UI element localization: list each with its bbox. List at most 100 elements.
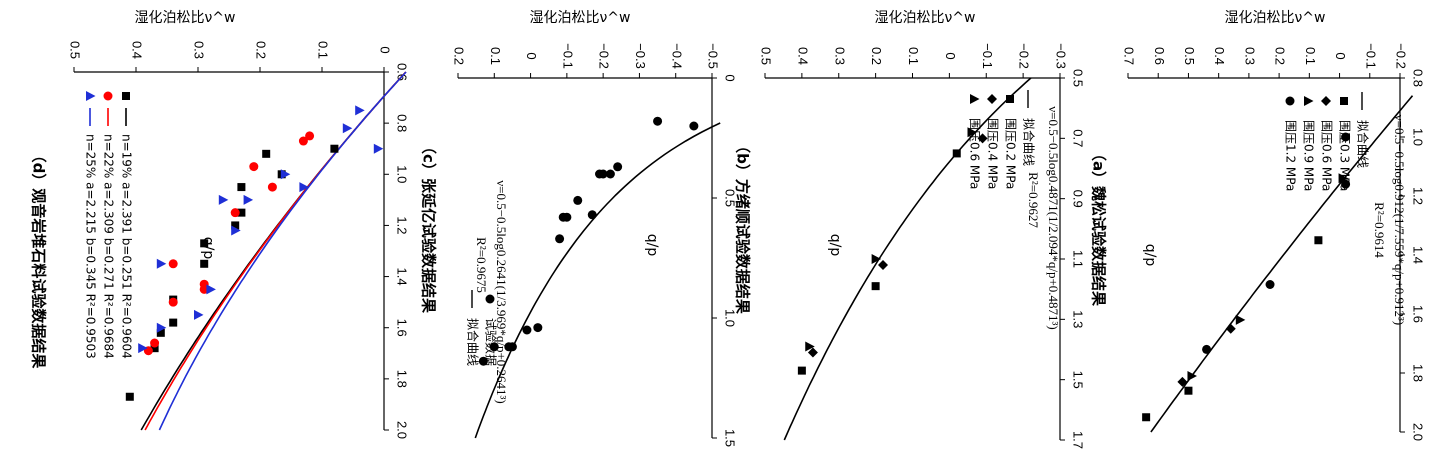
- y-tick-label: 0.3: [832, 47, 847, 65]
- data-point-triangle: [138, 343, 148, 354]
- data-point-triangle: [243, 194, 254, 205]
- y-tick-label: −0.3: [1054, 43, 1069, 69]
- data-point-circle: [613, 162, 623, 172]
- legend-label: 拟合曲线: [1356, 120, 1371, 168]
- x-tick-label: 0.7: [1071, 129, 1086, 147]
- data-point-square: [125, 392, 134, 401]
- fit-curve: [474, 122, 721, 439]
- x-tick-label: 0.8: [395, 114, 410, 132]
- x-axis-label: q/p: [1142, 244, 1158, 267]
- data-point-triangle: [871, 254, 882, 264]
- legend-label: 试验数据: [484, 318, 499, 366]
- data-point-circle: [150, 338, 160, 348]
- y-tick-label: 0.4: [795, 47, 810, 65]
- data-point-circle: [605, 169, 615, 179]
- legend-marker: [485, 294, 495, 304]
- data-point-triangle: [156, 258, 167, 269]
- fit-equation: ν=0.5−0.5log0.912(1/7.559*q/p+0.912³): [1392, 115, 1407, 326]
- x-tick-label: 0.9: [1071, 190, 1086, 208]
- data-point-circle: [478, 356, 488, 366]
- y-tick-label: 0.2: [1273, 47, 1288, 65]
- legend-label: 围压0.6 MPa: [968, 118, 982, 189]
- r-squared: R²=0.9614: [1372, 202, 1387, 258]
- y-tick-label: 0.1: [488, 47, 503, 65]
- data-point-circle: [249, 162, 259, 172]
- data-point-circle: [230, 208, 240, 218]
- y-tick-label: 0.6: [1152, 47, 1167, 65]
- data-point-circle: [595, 169, 605, 179]
- x-tick-label: 1.0: [723, 309, 738, 327]
- legend-marker: [1340, 97, 1348, 105]
- fit-equation: ν=0.5−0.5log0.4871(1/2.094*q/p+0.4871³): [1046, 106, 1061, 330]
- data-point-circle: [305, 131, 315, 141]
- fit-equation: ν=0.5−0.5log0.2641(1/3.969*q/p+0.2641³): [494, 180, 509, 404]
- y-tick-label: 0.3: [1242, 47, 1257, 65]
- legend-label: 围压0.4 MPa: [986, 118, 1000, 189]
- data-point-triangle: [206, 284, 216, 295]
- data-point-triangle: [280, 169, 291, 180]
- y-tick-label: 0.4: [1212, 47, 1227, 65]
- data-point-square: [237, 183, 246, 192]
- data-point-diamond: [807, 347, 818, 358]
- data-point-circle: [522, 325, 532, 335]
- legend-label: 围压0.9 MPa: [1302, 120, 1316, 191]
- data-point-square: [262, 149, 271, 158]
- x-tick-label: 0.5: [723, 189, 738, 207]
- legend-label: 拟合曲线: [1022, 118, 1037, 166]
- x-tick-label: 0.8: [1411, 69, 1426, 87]
- data-point-square: [952, 149, 961, 158]
- x-tick-label: 1.8: [1411, 364, 1426, 382]
- x-tick-label: 1.6: [395, 319, 410, 337]
- data-point-circle: [1341, 132, 1351, 142]
- x-tick-label: 1.2: [1411, 187, 1426, 205]
- panel-caption: （d）观音岩堆石料试验数据结果: [30, 148, 48, 370]
- y-tick-label: 0.1: [906, 47, 921, 65]
- legend-marker: [987, 94, 997, 104]
- y-tick-label: −0.1: [980, 43, 995, 69]
- data-point-circle: [587, 210, 597, 220]
- y-tick-label: 0.2: [254, 41, 269, 59]
- data-point-square: [231, 221, 240, 230]
- data-point-square: [330, 144, 339, 153]
- fit-curve: [144, 71, 407, 431]
- data-point-triangle: [805, 341, 815, 352]
- data-point-square: [200, 239, 209, 248]
- y-tick-label: −0.2: [597, 43, 612, 69]
- panel-a: 0.8 1.0 1.2 1.4 1.6 1.8 2.0 −0.2 −0.1 0 0.1 0.2 0.3 0…: [1090, 10, 1426, 441]
- data-point-triangle: [1187, 370, 1197, 381]
- x-tick-label: 1.5: [1071, 371, 1086, 389]
- data-point-square: [200, 259, 209, 268]
- y-tick-label: 0.2: [452, 47, 467, 65]
- y-tick-label: −0.1: [560, 43, 575, 69]
- y-tick-label: 0: [943, 52, 958, 59]
- x-tick-label: 1.4: [1411, 246, 1426, 264]
- y-tick-label: 0.7: [1122, 47, 1137, 65]
- x-tick-label: 1.6: [1411, 305, 1426, 323]
- x-tick-label: 0.6: [395, 63, 410, 81]
- data-point-circle: [504, 342, 514, 352]
- panel-d: 0.6 0.8 1.0 1.2 1.4 1.6 1.8 2.0 0 0.1 0.2 0.3 0.4 0.5…: [30, 10, 410, 439]
- data-point-triangle: [1338, 173, 1349, 184]
- data-point-square: [150, 344, 159, 353]
- x-axis-label: q/p: [827, 234, 843, 257]
- data-point-circle: [267, 182, 277, 192]
- data-point-triangle: [299, 182, 309, 193]
- x-axis-label: q/p: [644, 234, 660, 257]
- y-tick-label: −0.2: [1394, 43, 1409, 69]
- x-tick-label: 2.0: [1411, 423, 1426, 441]
- y-axis-label: 湿化泊松比ν^w: [134, 10, 235, 26]
- data-point-circle: [1202, 344, 1212, 354]
- r-squared: R²=0.9675: [474, 237, 489, 293]
- data-point-circle: [555, 234, 565, 244]
- x-tick-label: 1.5: [723, 429, 738, 447]
- data-point-diamond: [878, 260, 888, 271]
- data-point-triangle: [342, 123, 353, 134]
- legend-marker: [1304, 96, 1314, 106]
- data-point-square: [1142, 413, 1151, 422]
- legend-marker: [103, 91, 113, 101]
- y-tick-label: −0.2: [1017, 43, 1032, 69]
- x-tick-label: 1.7: [1071, 431, 1086, 449]
- y-tick-label: 0.3: [192, 41, 207, 59]
- legend-label: 围压0.6 MPa: [1320, 120, 1334, 191]
